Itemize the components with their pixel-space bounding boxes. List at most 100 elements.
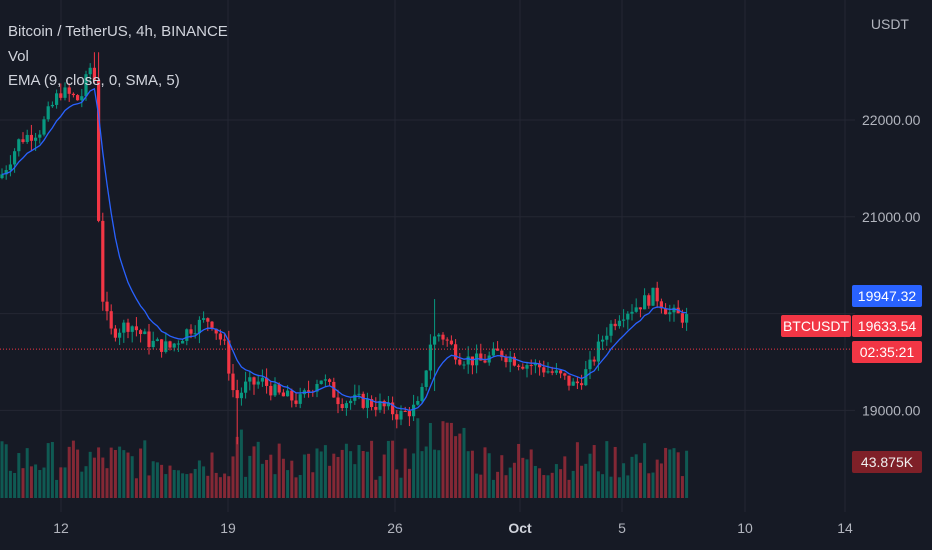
volume-bar — [290, 460, 294, 498]
candle-body — [353, 394, 357, 401]
volume-bar — [50, 442, 54, 498]
volume-bar — [80, 471, 84, 498]
candle-body — [176, 343, 180, 345]
volume-bar — [382, 454, 386, 498]
symbol-title[interactable]: Bitcoin / TetherUS, 4h, BINANCE — [8, 23, 228, 40]
volume-bar — [588, 453, 592, 498]
volume-bar — [458, 433, 462, 498]
candle-body — [378, 401, 382, 410]
candle-body — [273, 384, 277, 396]
candle-body — [223, 339, 227, 341]
volume-bar — [25, 448, 29, 498]
volume-bar — [521, 457, 525, 498]
candle-body — [626, 313, 630, 320]
volume-bar — [260, 463, 264, 498]
candle-body — [218, 333, 222, 340]
volume-bar — [273, 474, 277, 498]
volume-bar — [202, 466, 206, 498]
candle-body — [407, 411, 411, 417]
currency-label[interactable]: USDT — [870, 16, 909, 32]
candle-body — [643, 295, 647, 310]
volume-bar — [113, 449, 117, 498]
volume-bar — [328, 465, 332, 498]
volume-bar — [466, 451, 470, 498]
candle-body — [286, 390, 290, 397]
volume-bar — [512, 462, 516, 498]
candle-body — [445, 339, 449, 341]
volume-bar — [386, 440, 390, 498]
candle-body — [655, 287, 659, 302]
candle-body — [17, 139, 21, 152]
volume-bar — [134, 478, 138, 498]
volume-bar — [655, 459, 659, 498]
volume-bar — [67, 446, 71, 498]
candle-body — [277, 384, 281, 393]
chart-legend: Bitcoin / TetherUS, 4h, BINANCE Vol EMA … — [8, 20, 228, 94]
candle-body — [357, 393, 361, 395]
volume-bar — [8, 470, 12, 498]
candle-body — [307, 390, 311, 392]
candle-body — [374, 406, 378, 410]
candle-body — [134, 326, 138, 331]
candle-body — [567, 375, 571, 386]
volume-bar — [672, 448, 676, 498]
candle-body — [168, 341, 172, 348]
candle-body — [92, 67, 96, 81]
volume-bar — [617, 477, 621, 498]
candle-body — [160, 339, 164, 352]
candle-body — [559, 370, 563, 374]
last-price-tag: 19947.32 — [852, 285, 922, 307]
volume-bar — [680, 476, 684, 498]
candle-body — [617, 320, 621, 327]
volume-bar — [353, 464, 357, 498]
volume-bar — [538, 468, 542, 498]
candle-body — [139, 330, 143, 335]
candle-body — [122, 322, 126, 333]
volume-bar — [433, 449, 437, 498]
volume-bar — [164, 474, 168, 498]
candle-body — [63, 87, 67, 98]
volume-bar — [97, 447, 101, 498]
candle-body — [668, 312, 672, 315]
candle-body — [101, 220, 105, 302]
volume-bar — [155, 462, 159, 498]
candle-body — [235, 390, 239, 399]
candle-body — [118, 332, 122, 338]
volume-bar — [500, 455, 504, 498]
volume-bar — [239, 429, 243, 498]
candle-body — [580, 383, 584, 386]
candle-body — [361, 393, 365, 408]
volume-bar — [403, 448, 407, 498]
volume-bar — [361, 450, 365, 498]
volume-indicator-label[interactable]: Vol — [8, 47, 29, 65]
volume-bar — [487, 453, 491, 498]
volume-bar — [244, 476, 248, 498]
candle-body — [298, 394, 302, 404]
time-tick-label: 5 — [618, 520, 626, 536]
candle-body — [395, 414, 399, 420]
volume-bar — [504, 475, 508, 498]
volume-bar — [168, 465, 172, 498]
candle-body — [491, 348, 495, 356]
candle-body — [592, 359, 596, 362]
volume-bar — [109, 447, 113, 498]
volume-bar — [643, 443, 647, 498]
volume-bar — [336, 456, 340, 498]
volume-bar — [189, 473, 193, 498]
candle-body — [386, 402, 390, 407]
candle-body — [554, 370, 558, 373]
candle-body — [46, 106, 50, 120]
volume-bar — [659, 463, 663, 498]
ema-indicator-label[interactable]: EMA (9, close, 0, SMA, 5) — [8, 72, 180, 89]
volume-bar — [151, 461, 155, 498]
volume-bar — [256, 441, 260, 498]
volume-bar — [584, 463, 588, 498]
candle-body — [227, 340, 231, 374]
candle-body — [563, 373, 567, 376]
volume-bar — [529, 449, 533, 498]
volume-bar — [596, 471, 600, 498]
volume-bar — [13, 472, 17, 498]
volume-bar — [311, 472, 315, 498]
